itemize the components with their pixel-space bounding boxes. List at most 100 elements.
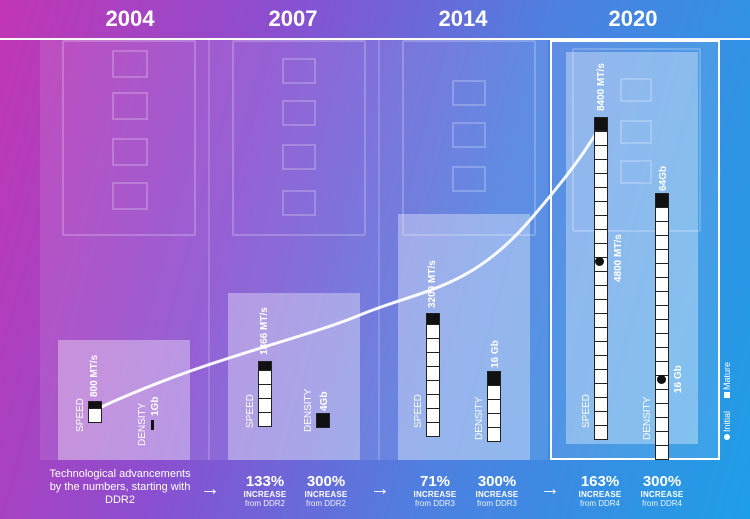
- density-value-2004: 1Gb: [150, 396, 161, 416]
- density-bar-2020: document.write(Array.from({length:18}).m…: [655, 193, 669, 460]
- bar-segment: [88, 408, 102, 423]
- speed-value-2004: 800 MT/s: [89, 354, 100, 397]
- memory-chip-outline: [112, 92, 148, 120]
- arrow-icon: →: [200, 478, 220, 500]
- bar-segment: [655, 347, 669, 362]
- stat-2007-density: 300% INCREASE from DDR2: [296, 473, 356, 508]
- speed-value-2007: 1866 MT/s: [259, 307, 270, 355]
- stat-2020-speed: 163% INCREASE from DDR4: [570, 473, 630, 508]
- legend-mature-label: Mature: [722, 361, 732, 390]
- speed-bar-2020-cells: document.write(Array.from({length:22}).m…: [594, 131, 608, 440]
- speed-value-2014: 3200 MT/s: [427, 260, 438, 308]
- memory-chip-outline: [620, 160, 652, 184]
- stat-label: INCREASE: [578, 490, 622, 499]
- bar-segment: [655, 207, 669, 222]
- density-label-2004: DENSITY: [137, 402, 148, 446]
- bar-segment: [655, 235, 669, 250]
- speed-label-2007: SPEED: [245, 394, 256, 428]
- speed-value-2020-mature: 8400 MT/s: [596, 63, 607, 111]
- bar-segment: [426, 394, 440, 409]
- bar-segment: [258, 384, 272, 399]
- stat-2014-speed: 71% INCREASE from DDR3: [405, 473, 465, 508]
- bar-segment: [426, 380, 440, 395]
- bar-segment: [655, 263, 669, 278]
- bar-segment: [487, 427, 501, 442]
- stat-label: INCREASE: [243, 490, 287, 499]
- memory-chip-outline: [282, 100, 316, 126]
- bar-segment: [594, 271, 608, 286]
- bar-segment: [594, 145, 608, 160]
- bar-segment: [655, 319, 669, 334]
- column-divider: [208, 40, 210, 460]
- bar-segment: [594, 397, 608, 412]
- stats-panel-2007: [228, 293, 360, 460]
- bar-segment: [316, 413, 330, 428]
- bar-segment: [594, 117, 608, 131]
- bar-segment: [426, 352, 440, 367]
- memory-module-outline: [402, 40, 536, 236]
- memory-chip-outline: [620, 78, 652, 102]
- speed-label-2004: SPEED: [75, 398, 86, 432]
- bar-segment: [594, 327, 608, 342]
- bar-segment: [594, 411, 608, 426]
- bar-segment: [487, 385, 501, 400]
- column-2020: [550, 40, 720, 460]
- bar-segment: [258, 370, 272, 385]
- speed-bar-2020: [594, 117, 608, 131]
- stat-percent: 163%: [580, 473, 620, 490]
- bar-segment: [426, 422, 440, 437]
- bar-segment: [151, 420, 154, 430]
- bar-segment: [594, 187, 608, 202]
- legend-mature: Mature: [722, 362, 732, 398]
- bar-segment: [258, 398, 272, 413]
- bar-segment: [655, 403, 669, 418]
- density-bar-2014: [487, 371, 501, 442]
- stat-percent: 300%: [306, 473, 346, 490]
- speed-bar-2004: [88, 401, 102, 423]
- bar-segment: [594, 229, 608, 244]
- arrow-icon: →: [370, 478, 390, 500]
- bar-segment: [426, 324, 440, 339]
- column-divider: [378, 40, 380, 460]
- circle-icon: [724, 434, 730, 440]
- bar-segment: [594, 355, 608, 370]
- legend-initial: Initial: [722, 411, 732, 440]
- bar-segment: [594, 131, 608, 146]
- bar-segment: [655, 445, 669, 460]
- bar-segment: [655, 305, 669, 320]
- bar-segment: [426, 366, 440, 381]
- stat-source: from DDR3: [476, 499, 517, 508]
- bar-segment: [594, 425, 608, 440]
- bar-segment: [594, 383, 608, 398]
- density-bar-2004: [151, 420, 155, 430]
- memory-chip-outline: [452, 122, 486, 148]
- stats-panel-2004: [58, 340, 190, 460]
- density-value-2020-initial: 16 Gb: [673, 365, 684, 393]
- stat-2007-speed: 133% INCREASE from DDR2: [235, 473, 295, 508]
- bar-segment: [655, 389, 669, 404]
- bar-segment: [426, 408, 440, 423]
- stats-panel-2020: [566, 52, 698, 444]
- bar-segment: [594, 173, 608, 188]
- stats-panel-2014: [398, 214, 530, 460]
- stat-percent: 300%: [477, 473, 517, 490]
- density-value-2007: 4Gb: [319, 391, 330, 411]
- density-value-2014: 16 Gb: [490, 340, 501, 368]
- column-2004: [40, 40, 208, 460]
- stat-source: from DDR3: [414, 499, 455, 508]
- arrow-icon: →: [540, 478, 560, 500]
- memory-module-outline: [62, 40, 196, 236]
- speed-label-2014: SPEED: [413, 394, 424, 428]
- speed-bar-2014: [426, 313, 440, 437]
- bar-segment: [655, 193, 669, 208]
- density-value-2020-mature: 64Gb: [658, 165, 669, 191]
- year-2004: 2004: [105, 6, 155, 31]
- memory-module-outline: [232, 40, 366, 236]
- bar-segment: [594, 299, 608, 314]
- year-2007: 2007: [268, 6, 318, 31]
- memory-chip-outline: [282, 58, 316, 84]
- bar-segment: [594, 285, 608, 300]
- bar-segment: [655, 361, 669, 376]
